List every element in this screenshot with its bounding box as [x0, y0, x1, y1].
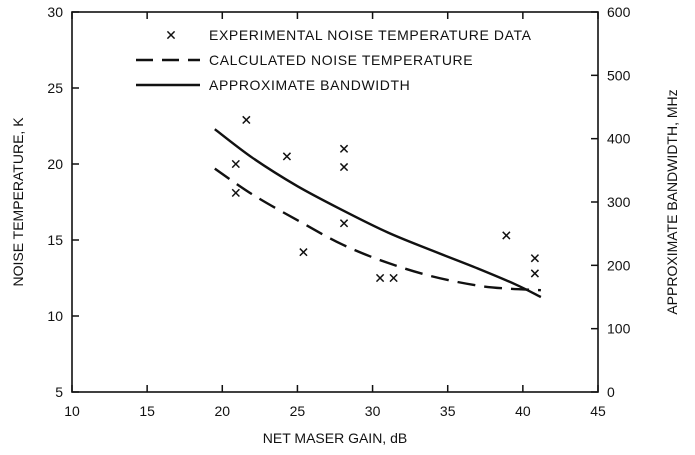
- y2-tick-label: 400: [607, 131, 631, 147]
- plot-frame: [71, 11, 599, 393]
- data-point-marker: [242, 115, 251, 125]
- data-point-marker: [339, 144, 349, 153]
- data-point-marker: [530, 269, 540, 278]
- x-tick-label: 45: [590, 403, 606, 419]
- legend-label: APPROXIMATE BANDWIDTH: [209, 77, 410, 93]
- legend-label: CALCULATED NOISE TEMPERATURE: [209, 52, 473, 68]
- y2-tick-label: 300: [607, 194, 631, 210]
- x-tick-label: 35: [440, 403, 456, 419]
- marks-layer: [214, 115, 542, 299]
- data-point-marker: [282, 152, 292, 161]
- calculated-noise-temperature-line: [214, 167, 541, 292]
- y-tick-label: 30: [47, 4, 63, 20]
- legend-marker-x: [166, 30, 176, 40]
- x-axis-label: NET MASER GAIN, dB: [263, 430, 407, 446]
- legend-label: EXPERIMENTAL NOISE TEMPERATURE DATA: [209, 27, 532, 43]
- y2-tick-label: 100: [607, 321, 631, 337]
- data-point-marker: [375, 273, 385, 283]
- data-point-marker: [231, 159, 240, 169]
- x-tick-label: 15: [139, 403, 155, 419]
- y2-axis-label: APPROXIMATE BANDWIDTH, MHz: [664, 89, 680, 314]
- y-tick-label: 5: [55, 384, 63, 400]
- y-axis-label: NOISE TEMPERATURE, K: [10, 117, 26, 287]
- data-point-marker: [339, 219, 349, 228]
- y-tick-label: 10: [47, 308, 63, 324]
- x-tick-label: 10: [64, 403, 80, 419]
- x-tick-label: 25: [290, 403, 306, 419]
- x-tick-label: 20: [214, 403, 230, 419]
- data-point-marker: [389, 273, 398, 283]
- y2-tick-label: 200: [607, 257, 631, 273]
- y2-tick-label: 0: [607, 384, 615, 400]
- data-point-marker: [502, 231, 511, 240]
- y-tick-label: 20: [47, 156, 63, 172]
- data-point-marker: [530, 254, 540, 263]
- legend: EXPERIMENTAL NOISE TEMPERATURE DATA CALCU…: [136, 27, 532, 93]
- ticks-layer: 10 15 20 25 30 35 40 45510152025300100200300400…: [47, 4, 630, 419]
- y-tick-label: 15: [47, 232, 63, 248]
- data-point-marker: [339, 162, 349, 172]
- y-tick-label: 25: [47, 80, 63, 96]
- approximate-bandwidth-line: [214, 128, 542, 299]
- y2-tick-label: 600: [607, 4, 631, 20]
- data-point-marker: [231, 188, 240, 198]
- x-tick-label: 40: [515, 403, 531, 419]
- x-tick-label: 30: [365, 403, 381, 419]
- y2-tick-label: 500: [607, 67, 631, 83]
- data-point-marker: [299, 248, 308, 257]
